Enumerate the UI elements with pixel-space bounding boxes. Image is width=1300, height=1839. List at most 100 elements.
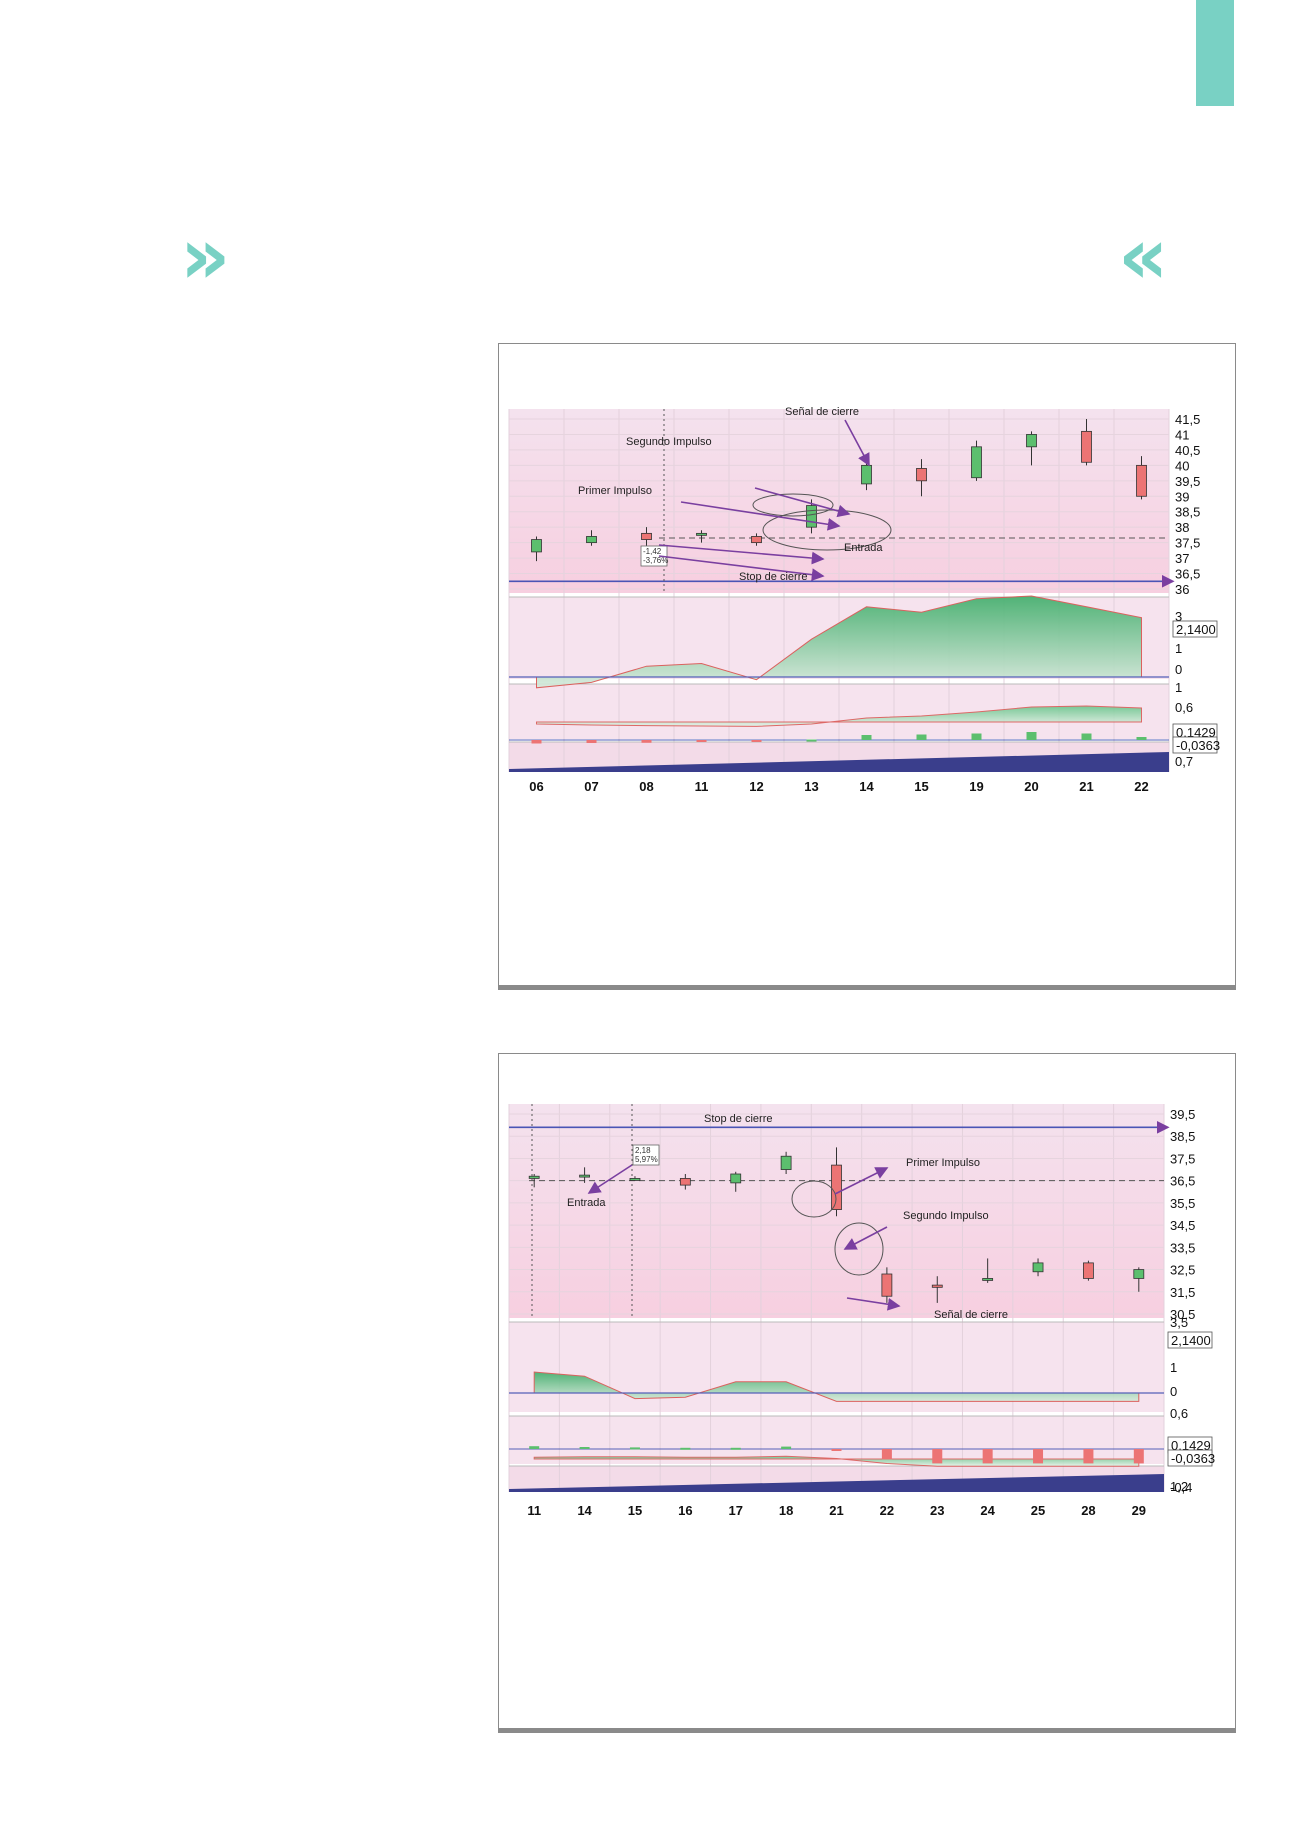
x-tick-label: 14 <box>577 1503 592 1518</box>
right-quote-mark: « <box>1118 212 1169 302</box>
candle-body <box>586 536 597 544</box>
histogram-bar <box>696 740 707 742</box>
x-tick-label: 29 <box>1132 1503 1146 1518</box>
indicator-tick: -0,4 <box>1170 1480 1192 1495</box>
y-tick-label: 41 <box>1175 427 1189 442</box>
indicator-tick: 0,7 <box>1175 754 1193 769</box>
candle-body <box>806 505 817 528</box>
annotation-arrow <box>834 1167 889 1195</box>
annotation-label: Señal de cierre <box>785 406 859 418</box>
candle-body <box>881 1273 893 1297</box>
impulse-ellipse <box>762 509 892 551</box>
accent-tab <box>1196 0 1234 106</box>
impulse-ellipse <box>791 1180 837 1218</box>
indicator-value: 2,1400 <box>1176 622 1216 637</box>
indicator2-area <box>533 1455 1140 1467</box>
impulse-ellipse <box>752 493 834 517</box>
indicator-tick: 1 <box>1175 641 1182 656</box>
x-tick-label: 08 <box>639 779 653 794</box>
indicator-tick: 0 <box>1175 662 1182 677</box>
x-tick-label: 22 <box>880 1503 894 1518</box>
candle-body <box>1133 1269 1145 1279</box>
x-tick-label: 19 <box>969 779 983 794</box>
candle-body <box>861 464 872 485</box>
candle-body <box>528 1175 540 1179</box>
x-tick-label: 11 <box>527 1503 541 1518</box>
candle-body <box>831 1164 842 1210</box>
y-tick-label: 35,5 <box>1170 1196 1195 1211</box>
indicator-value: 0,1429 <box>1171 1438 1211 1453</box>
info-box <box>640 545 668 567</box>
histogram-bar <box>680 1447 691 1450</box>
indicator-value-box <box>1167 1449 1213 1467</box>
histogram-bar <box>831 1449 842 1451</box>
y-tick-label: 34,5 <box>1170 1218 1195 1233</box>
candle-body <box>931 1284 943 1288</box>
annotation-arrow <box>587 1164 633 1194</box>
indicator2-area <box>536 705 1142 727</box>
annotation-arrow <box>658 544 825 565</box>
chart-frame-2: 39,5 38,5 37,5 36,5 35,5 34,5 33,5 32,5 31,5 30,5… <box>498 1053 1236 1733</box>
annotation-label: Entrada <box>844 542 883 554</box>
candle-body <box>916 468 927 482</box>
annotation-label: Primer Impulso <box>578 485 652 497</box>
y-tick-label: 33,5 <box>1170 1240 1195 1255</box>
info-box-percent: -3,76% <box>643 556 668 565</box>
indicator-value: 0,1429 <box>1176 725 1216 740</box>
x-tick-label: 24 <box>980 1503 995 1518</box>
histogram-bar <box>881 1449 892 1460</box>
histogram-bar <box>1133 1449 1144 1464</box>
annotation-arrow <box>754 487 851 518</box>
indicator-tick: 1,2 <box>1170 1479 1188 1494</box>
y-tick-label: 41,5 <box>1175 412 1200 427</box>
histogram-bar <box>1033 1449 1044 1464</box>
candle-body <box>1032 1262 1044 1273</box>
y-tick-label: 39 <box>1175 489 1189 504</box>
bottom-band <box>509 752 1169 772</box>
x-tick-label: 15 <box>628 1503 642 1518</box>
annotation-arrow <box>846 1297 901 1311</box>
y-tick-label: 36,5 <box>1175 567 1200 582</box>
y-tick-label: 38,5 <box>1170 1129 1195 1144</box>
x-tick-label: 23 <box>930 1503 944 1518</box>
y-tick-label: 37,5 <box>1175 536 1200 551</box>
chart-2: 39,5 38,5 37,5 36,5 35,5 34,5 33,5 32,5 31,5 30,5… <box>508 1104 1215 1518</box>
histogram-bar <box>1026 732 1037 740</box>
indicator-value-box <box>1167 1331 1213 1349</box>
x-tick-label: 18 <box>779 1503 793 1518</box>
histogram-bar <box>971 733 982 740</box>
y-tick-label: 37 <box>1175 551 1189 566</box>
candle-body <box>1136 464 1147 497</box>
indicator1-area <box>533 1371 1140 1402</box>
annotation-label: Segundo Impulso <box>903 1210 989 1222</box>
indicator2-panel-bg <box>509 1416 1164 1464</box>
candle-body <box>751 536 762 544</box>
annotation-arrow <box>658 555 825 581</box>
annotation-label: Segundo Impulso <box>626 436 712 448</box>
x-tick-label: 14 <box>859 779 874 794</box>
candle-body <box>971 446 982 479</box>
histogram-bar <box>579 1447 590 1449</box>
annotation-label: Entrada <box>567 1197 606 1209</box>
x-tick-label: 15 <box>914 779 928 794</box>
info-box <box>632 1144 660 1166</box>
y-tick-label: 30,5 <box>1170 1307 1195 1322</box>
annotation-label: Señal de cierre <box>934 1309 1008 1321</box>
info-box-value: -1,42 <box>643 547 662 556</box>
indicator-tick: 0,6 <box>1170 1406 1188 1421</box>
histogram-bar <box>751 740 762 742</box>
annotation-arrow <box>844 419 870 467</box>
x-tick-label: 20 <box>1024 779 1038 794</box>
indicator-value: -0,0363 <box>1176 738 1220 753</box>
histogram-bar <box>1136 737 1147 740</box>
candle-body <box>1081 430 1092 463</box>
y-tick-label: 31,5 <box>1170 1285 1195 1300</box>
x-tick-label: 21 <box>1079 779 1093 794</box>
x-tick-label: 16 <box>678 1503 692 1518</box>
left-quote-mark: » <box>180 212 231 302</box>
candle-body <box>982 1278 994 1281</box>
histogram-bar <box>982 1449 993 1464</box>
y-tick-label: 40 <box>1175 458 1189 473</box>
indicator-value-box <box>1172 620 1218 638</box>
indicator-tick: 0,6 <box>1175 700 1193 715</box>
